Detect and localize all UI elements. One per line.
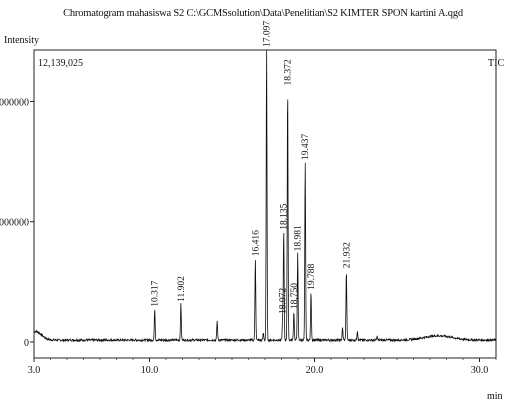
peak-label: 16.416 bbox=[251, 230, 261, 256]
y-tick-label: 0 bbox=[24, 338, 29, 349]
peak-label: 21.932 bbox=[342, 242, 352, 268]
y-axis-label: Intensity bbox=[4, 35, 39, 46]
peak-label: 18.072 bbox=[279, 288, 289, 314]
x-tick-label: 10.0 bbox=[141, 365, 159, 376]
x-tick-label: 30.0 bbox=[471, 365, 489, 376]
peak-label: 19.788 bbox=[307, 264, 317, 290]
x-axis-label: min bbox=[487, 391, 503, 402]
peak-label: 18.981 bbox=[294, 225, 304, 251]
y-tick-label: 10000000 bbox=[0, 97, 29, 108]
plot-frame bbox=[33, 49, 497, 359]
peak-label: 17.097 bbox=[263, 21, 273, 47]
peak-label: 11.902 bbox=[177, 276, 187, 302]
peak-label: 10.317 bbox=[151, 280, 161, 306]
x-tick-label: 20.0 bbox=[306, 365, 324, 376]
chart-title: Chromatogram mahasiswa S2 C:\GCMSsolutio… bbox=[63, 8, 463, 19]
peak-label: 19.437 bbox=[301, 134, 311, 160]
peak-label: 18.135 bbox=[280, 203, 290, 229]
tic-trace bbox=[33, 50, 497, 343]
y-tick-label: 5000000 bbox=[0, 218, 29, 229]
peak-label: 18.750 bbox=[290, 283, 300, 309]
peak-label: 18.372 bbox=[284, 59, 294, 85]
max-intensity-readout: 12,139,025 bbox=[38, 58, 83, 69]
x-tick-label: 3.0 bbox=[28, 365, 41, 376]
